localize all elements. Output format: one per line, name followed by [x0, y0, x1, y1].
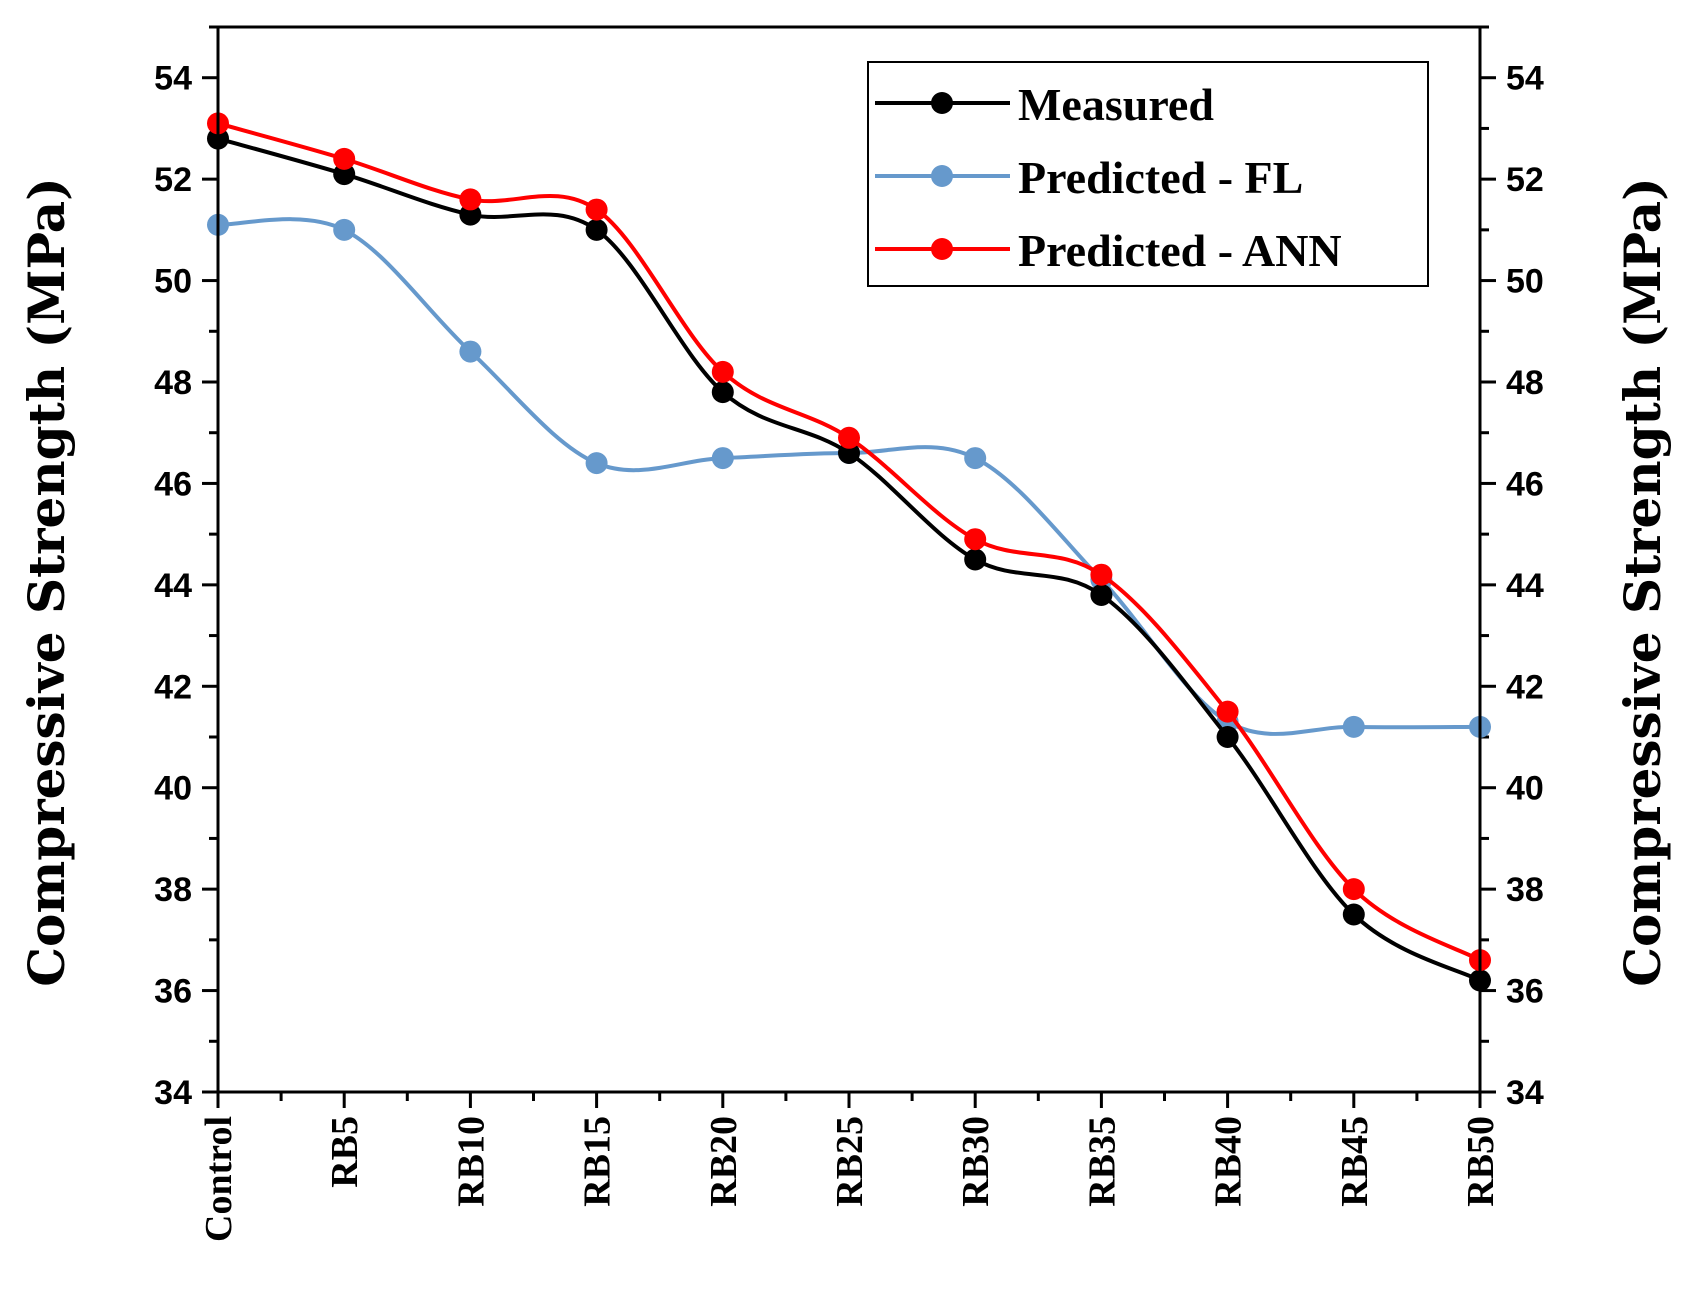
- point-measured-rb10[interactable]: [459, 203, 482, 226]
- legend-item-measured[interactable]: Measured: [875, 79, 1214, 130]
- point-predicted-fl-rb30[interactable]: [964, 447, 987, 470]
- x-tick-label-rb50: RB50: [1460, 1116, 1502, 1207]
- y-tick-label-right: 54: [1506, 60, 1544, 98]
- point-measured-rb25[interactable]: [838, 442, 860, 464]
- point-predicted-fl-rb5[interactable]: [333, 218, 356, 241]
- x-tick-label-rb35: RB35: [1081, 1116, 1123, 1207]
- y-axis-left: 34 36 38 40 42 44 46 48 50 52 54: [154, 25, 218, 1112]
- y-tick-label-left: 36: [154, 973, 192, 1011]
- y-tick-label-right: 38: [1506, 871, 1544, 909]
- series-measured: [207, 127, 1491, 992]
- y-tick-label-right: 36: [1506, 973, 1544, 1011]
- y-tick-label-right: 40: [1506, 770, 1544, 808]
- x-tick-label-control: Control: [198, 1116, 240, 1242]
- point-predicted-ann-rb5[interactable]: [333, 147, 356, 170]
- legend-item-predicted-fl[interactable]: Predicted - FL: [875, 152, 1303, 203]
- point-measured-rb15[interactable]: [585, 218, 608, 241]
- y-tick-label-left: 52: [154, 161, 192, 199]
- legend-marker-predicted-ann: [931, 238, 953, 260]
- y-tick-label-left: 48: [154, 364, 192, 402]
- x-tick-label-rb45: RB45: [1334, 1116, 1376, 1207]
- x-tick-label-rb40: RB40: [1208, 1116, 1250, 1207]
- y-tick-label-left: 40: [154, 770, 192, 808]
- point-predicted-fl-rb15[interactable]: [585, 452, 608, 475]
- y-tick-label-left: 44: [154, 567, 192, 605]
- line-predicted-fl: [217, 217, 1481, 736]
- x-tick-label-rb15: RB15: [577, 1116, 619, 1207]
- x-tick-label-rb20: RB20: [703, 1116, 745, 1207]
- y-axis-title-right: Compressive Strength (MPa): [1613, 177, 1672, 987]
- y-tick-label-right: 42: [1506, 668, 1544, 706]
- legend-label-measured: Measured: [1018, 79, 1214, 130]
- y-axis-right: 34 36 38 40 42 44 46 48 50 52 54: [1480, 25, 1544, 1112]
- legend-label-predicted-fl: Predicted - FL: [1018, 152, 1303, 203]
- point-measured-rb20[interactable]: [711, 381, 734, 404]
- series-layer: [207, 112, 1491, 992]
- point-predicted-ann-rb10[interactable]: [459, 188, 482, 211]
- legend-label-predicted-ann: Predicted - ANN: [1018, 225, 1342, 276]
- point-measured-rb30[interactable]: [964, 548, 987, 571]
- point-predicted-ann-rb30[interactable]: [964, 528, 987, 551]
- point-measured-rb35[interactable]: [1090, 584, 1113, 606]
- y-tick-label-left: 54: [154, 60, 192, 98]
- point-measured-rb40[interactable]: [1216, 726, 1239, 748]
- y-tick-label-right: 46: [1506, 465, 1544, 503]
- y-tick-label-left: 46: [154, 465, 192, 503]
- legend-marker-predicted-fl: [931, 165, 953, 187]
- series-predicted-ann: [207, 112, 1491, 972]
- x-tick-label-rb25: RB25: [829, 1116, 871, 1207]
- plot-frame: [216, 25, 1482, 1094]
- y-tick-label-left: 50: [154, 263, 192, 301]
- y-tick-label-right: 48: [1506, 364, 1544, 402]
- y-tick-label-right: 34: [1506, 1074, 1544, 1112]
- x-tick-label-rb30: RB30: [955, 1116, 997, 1207]
- x-axis: Control RB5 RB10 RB15 RB20 RB25 RB30 RB35 RB40 RB…: [198, 1092, 1502, 1242]
- point-measured-rb5[interactable]: [333, 163, 356, 186]
- x-tick-label-rb5: RB5: [324, 1116, 366, 1188]
- y-tick-label-left: 34: [154, 1074, 192, 1112]
- point-predicted-ann-rb40[interactable]: [1216, 700, 1239, 723]
- point-predicted-ann-rb20[interactable]: [711, 360, 734, 383]
- y-tick-label-right: 52: [1506, 161, 1544, 199]
- legend[interactable]: Measured Predicted - FL Predicted - ANN: [867, 61, 1429, 287]
- point-measured-rb45[interactable]: [1342, 903, 1365, 926]
- point-predicted-ann-rb25[interactable]: [838, 426, 860, 449]
- point-predicted-fl-rb20[interactable]: [711, 447, 734, 470]
- point-predicted-ann-rb45[interactable]: [1342, 878, 1365, 901]
- point-predicted-ann-rb15[interactable]: [585, 198, 608, 221]
- y-tick-label-right: 44: [1506, 567, 1544, 605]
- point-predicted-fl-rb10[interactable]: [459, 340, 482, 363]
- series-predicted-fl: [207, 213, 1491, 738]
- y-axis-title-left: Compressive Strength (MPa): [17, 177, 76, 987]
- line-measured: [217, 136, 1481, 983]
- point-predicted-fl-rb45[interactable]: [1342, 715, 1365, 738]
- y-tick-label-right: 50: [1506, 263, 1544, 301]
- y-tick-label-left: 38: [154, 871, 192, 909]
- point-predicted-ann-rb35[interactable]: [1090, 563, 1113, 586]
- y-tick-label-left: 42: [154, 668, 192, 706]
- x-tick-label-rb10: RB10: [450, 1116, 492, 1207]
- legend-item-predicted-ann[interactable]: Predicted - ANN: [875, 225, 1342, 276]
- legend-marker-measured: [931, 92, 953, 114]
